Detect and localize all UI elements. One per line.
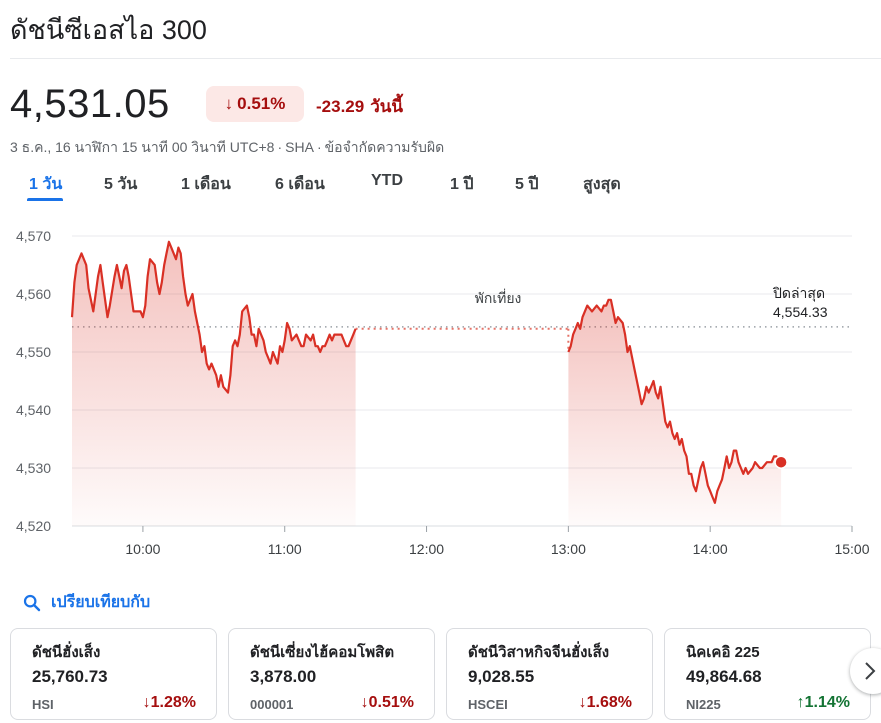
related-card-change: ↓0.51%	[361, 694, 414, 712]
morning-session-area	[72, 241, 356, 527]
related-card-code: 000001	[250, 697, 294, 712]
quote-meta: 3 ธ.ค., 16 นาฬิกา 15 นาที 00 วินาที UTC+…	[10, 139, 445, 155]
related-card-change: ↓1.68%	[579, 694, 632, 712]
price-chart[interactable]: 4,520 4,530 4,540 4,550 4,560 4,570 10:00 11:00…	[0, 215, 881, 570]
chevron-right-icon	[865, 662, 876, 680]
quote-timestamp: 3 ธ.ค., 16 นาฬิกา 15 นาที 00 วินาที UTC+…	[10, 139, 275, 155]
tab-1-year[interactable]: 1 ปี	[450, 176, 474, 193]
chart-area-fill	[72, 241, 782, 527]
related-card-value: 3,878.00	[250, 667, 317, 686]
y-tick-label: 4,570	[16, 228, 51, 244]
related-card-change-value: 1.28%	[150, 694, 196, 711]
previous-close-label: ปิดล่าสุด	[773, 285, 826, 302]
tab-5-years[interactable]: 5 ปี	[515, 176, 539, 193]
related-card-name: ดัชนีวิสาหกิจจีนฮั่งเส็ง	[468, 644, 610, 661]
tab-1-day[interactable]: 1 วัน	[29, 176, 63, 193]
tab-ytd[interactable]: YTD	[371, 172, 403, 189]
related-card-name: ดัชนีเซี่ยงไฮ้คอมโพสิต	[250, 644, 395, 661]
related-card-change: ↓1.28%	[143, 694, 196, 712]
compare-label: เปรียบเทียบกับ	[51, 594, 151, 611]
change-period: วันนี้	[370, 97, 403, 116]
arrow-down-icon: ↓	[142, 694, 151, 711]
x-tick-label: 15:00	[834, 541, 869, 557]
afternoon-session-line	[567, 298, 782, 504]
related-card-change: ↑1.14%	[797, 694, 850, 712]
last-price-point	[774, 455, 788, 469]
arrow-down-icon: ↓	[578, 694, 587, 711]
active-tab-indicator	[27, 198, 63, 201]
related-card-ni225[interactable]: นิคเคอิ 225 49,864.68 NI225 ↑1.14%	[664, 628, 871, 720]
chart-labels: 4,520 4,530 4,540 4,550 4,560 4,570 10:00 11:00…	[16, 228, 870, 557]
previous-close-value: 4,554.33	[773, 304, 828, 320]
tab-6-months[interactable]: 6 เดือน	[275, 176, 325, 193]
absolute-change-value: -23.29	[316, 97, 365, 116]
related-card-value: 25,760.73	[32, 667, 108, 686]
compare-button[interactable]: เปรียบเทียบกับ	[23, 590, 150, 615]
related-card-change-value: 0.51%	[368, 694, 414, 711]
y-tick-label: 4,550	[16, 344, 51, 360]
related-card-name: นิคเคอิ 225	[686, 644, 760, 661]
y-tick-label: 4,540	[16, 402, 51, 418]
current-price: 4,531.05	[10, 82, 170, 126]
related-card-value: 49,864.68	[686, 667, 762, 686]
tab-5-days[interactable]: 5 วัน	[104, 176, 138, 193]
afternoon-session-area	[568, 299, 782, 526]
x-tick-label: 10:00	[125, 541, 160, 557]
morning-session-line	[70, 240, 357, 394]
tab-1-month[interactable]: 1 เดือน	[181, 176, 231, 193]
chart-series	[70, 240, 788, 504]
related-card-change-value: 1.14%	[804, 694, 850, 711]
x-tick-label: 12:00	[409, 541, 444, 557]
related-card-code: NI225	[686, 697, 721, 712]
related-card-hsi[interactable]: ดัชนีฮั่งเส็ง 25,760.73 HSI ↓1.28%	[10, 628, 217, 720]
x-tick-label: 13:00	[551, 541, 586, 557]
related-card-hscei[interactable]: ดัชนีวิสาหกิจจีนฮั่งเส็ง 9,028.55 HSCEI …	[446, 628, 653, 720]
arrow-down-icon: ↓	[224, 94, 234, 113]
tab-max[interactable]: สูงสุด	[583, 176, 621, 193]
x-tick-label: 11:00	[268, 541, 302, 557]
related-card-value: 9,028.55	[468, 667, 535, 686]
exchange-code: SHA	[285, 139, 314, 155]
percent-change-badge: ↓ 0.51%	[206, 86, 304, 122]
arrow-down-icon: ↓	[360, 694, 369, 711]
lunch-break-label: พักเที่ยง	[475, 289, 522, 306]
x-tick-label: 14:00	[693, 541, 728, 557]
disclaimer-link[interactable]: ข้อจำกัดความรับผิด	[324, 139, 445, 155]
arrow-up-icon: ↑	[796, 694, 805, 711]
y-tick-label: 4,560	[16, 286, 51, 302]
related-card-000001[interactable]: ดัชนีเซี่ยงไฮ้คอมโพสิต 3,878.00 000001 ↓…	[228, 628, 435, 720]
next-cards-button[interactable]	[850, 648, 881, 694]
page-title: ดัชนีซีเอสไอ 300	[10, 15, 207, 45]
header-divider	[10, 58, 881, 59]
related-card-code: HSI	[32, 697, 54, 712]
y-tick-label: 4,530	[16, 460, 51, 476]
y-tick-label: 4,520	[16, 518, 51, 534]
related-card-name: ดัชนีฮั่งเส็ง	[32, 644, 101, 661]
related-card-code: HSCEI	[468, 697, 508, 712]
related-card-change-value: 1.68%	[586, 694, 632, 711]
search-icon	[23, 594, 41, 611]
absolute-change: -23.29 วันนี้	[316, 93, 409, 120]
percent-change-value: 0.51%	[237, 94, 286, 113]
